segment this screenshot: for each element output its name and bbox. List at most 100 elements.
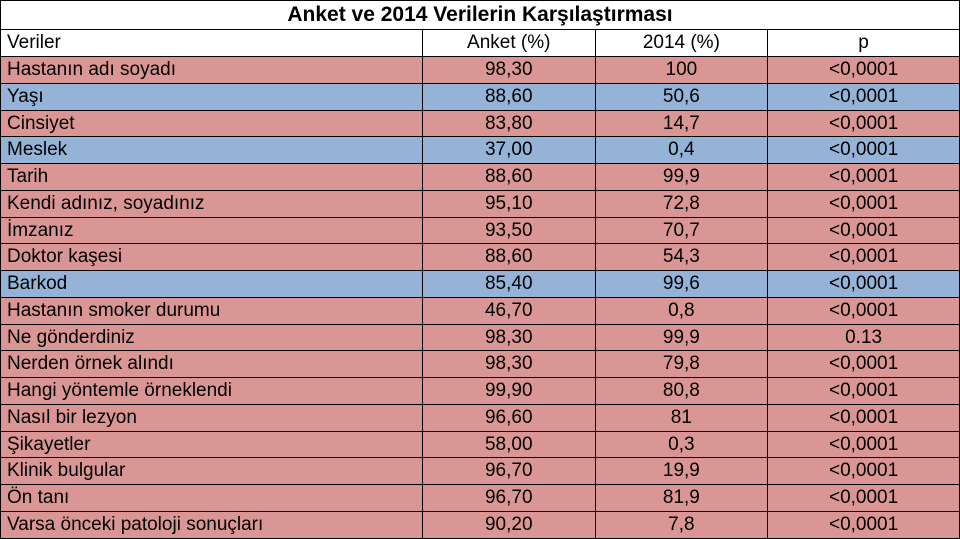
row-value: 90,20 (422, 511, 595, 538)
row-value: 98,30 (422, 351, 595, 378)
col-header-2014: 2014 (%) (595, 30, 768, 57)
table-row: Nasıl bir lezyon96,6081<0,0001 (1, 404, 960, 431)
row-value: <0,0001 (768, 431, 960, 458)
row-value: 88,60 (422, 83, 595, 110)
title-row: Anket ve 2014 Verilerin Karşılaştırması (1, 1, 960, 30)
row-value: <0,0001 (768, 244, 960, 271)
row-value: 37,00 (422, 137, 595, 164)
row-value: 99,9 (595, 164, 768, 191)
row-value: 58,00 (422, 431, 595, 458)
row-value: 81,9 (595, 485, 768, 512)
row-label: Cinsiyet (1, 110, 423, 137)
row-value: <0,0001 (768, 57, 960, 84)
comparison-table: Anket ve 2014 Verilerin Karşılaştırması … (0, 0, 960, 539)
row-label: Meslek (1, 137, 423, 164)
row-value: 0,8 (595, 297, 768, 324)
row-value: 80,8 (595, 378, 768, 405)
row-value: <0,0001 (768, 458, 960, 485)
row-value: 96,70 (422, 458, 595, 485)
row-value: <0,0001 (768, 137, 960, 164)
table-row: Barkod85,4099,6<0,0001 (1, 271, 960, 298)
row-value: 50,6 (595, 83, 768, 110)
row-value: 95,10 (422, 190, 595, 217)
row-label: Şikayetler (1, 431, 423, 458)
row-value: 19,9 (595, 458, 768, 485)
row-value: 88,60 (422, 164, 595, 191)
col-header-p: p (768, 30, 960, 57)
table-row: Ön tanı96,7081,9<0,0001 (1, 485, 960, 512)
row-value: <0,0001 (768, 164, 960, 191)
row-value: 0,3 (595, 431, 768, 458)
table-row: Tarih88,6099,9<0,0001 (1, 164, 960, 191)
table-row: Doktor kaşesi88,6054,3<0,0001 (1, 244, 960, 271)
row-label: İmzanız (1, 217, 423, 244)
row-value: 70,7 (595, 217, 768, 244)
table-row: Nerden örnek alındı98,3079,8<0,0001 (1, 351, 960, 378)
row-value: 83,80 (422, 110, 595, 137)
table-row: Yaşı88,6050,6<0,0001 (1, 83, 960, 110)
col-header-anket: Anket (%) (422, 30, 595, 57)
table-row: Hastanın adı soyadı98,30100<0,0001 (1, 57, 960, 84)
row-value: <0,0001 (768, 378, 960, 405)
row-value: <0,0001 (768, 110, 960, 137)
row-label: Hangi yöntemle örneklendi (1, 378, 423, 405)
row-value: 100 (595, 57, 768, 84)
row-value: 72,8 (595, 190, 768, 217)
row-value: 14,7 (595, 110, 768, 137)
row-label: Barkod (1, 271, 423, 298)
row-value: 54,3 (595, 244, 768, 271)
row-label: Ön tanı (1, 485, 423, 512)
table-row: Varsa önceki patoloji sonuçları90,207,8<… (1, 511, 960, 538)
row-label: Kendi adınız, soyadınız (1, 190, 423, 217)
table-row: Ne gönderdiniz98,3099,90.13 (1, 324, 960, 351)
table-row: Klinik bulgular96,7019,9<0,0001 (1, 458, 960, 485)
row-value: <0,0001 (768, 404, 960, 431)
table-row: Hangi yöntemle örneklendi99,9080,8<0,000… (1, 378, 960, 405)
row-label: Nerden örnek alındı (1, 351, 423, 378)
row-value: 99,90 (422, 378, 595, 405)
row-value: <0,0001 (768, 271, 960, 298)
row-value: 0,4 (595, 137, 768, 164)
table-row: Kendi adınız, soyadınız95,1072,8<0,0001 (1, 190, 960, 217)
row-value: 7,8 (595, 511, 768, 538)
row-value: 46,70 (422, 297, 595, 324)
row-value: 81 (595, 404, 768, 431)
row-value: 88,60 (422, 244, 595, 271)
header-row: Veriler Anket (%) 2014 (%) p (1, 30, 960, 57)
row-value: 98,30 (422, 324, 595, 351)
row-value: <0,0001 (768, 485, 960, 512)
row-value: 85,40 (422, 271, 595, 298)
row-label: Hastanın smoker durumu (1, 297, 423, 324)
row-value: 98,30 (422, 57, 595, 84)
row-value: 99,6 (595, 271, 768, 298)
row-value: <0,0001 (768, 511, 960, 538)
row-value: <0,0001 (768, 297, 960, 324)
row-value: 96,60 (422, 404, 595, 431)
col-header-veriler: Veriler (1, 30, 423, 57)
row-label: Varsa önceki patoloji sonuçları (1, 511, 423, 538)
table-row: Hastanın smoker durumu46,700,8<0,0001 (1, 297, 960, 324)
row-label: Hastanın adı soyadı (1, 57, 423, 84)
row-label: Klinik bulgular (1, 458, 423, 485)
row-label: Yaşı (1, 83, 423, 110)
table-body: Anket ve 2014 Verilerin Karşılaştırması … (1, 1, 960, 539)
row-label: Ne gönderdiniz (1, 324, 423, 351)
row-label: Tarih (1, 164, 423, 191)
row-value: <0,0001 (768, 83, 960, 110)
row-label: Nasıl bir lezyon (1, 404, 423, 431)
table-row: Şikayetler58,000,3<0,0001 (1, 431, 960, 458)
row-value: 99,9 (595, 324, 768, 351)
table-title: Anket ve 2014 Verilerin Karşılaştırması (1, 1, 960, 30)
table-row: Meslek37,000,4<0,0001 (1, 137, 960, 164)
table-row: İmzanız93,5070,7<0,0001 (1, 217, 960, 244)
row-value: 96,70 (422, 485, 595, 512)
row-value: 0.13 (768, 324, 960, 351)
row-value: 79,8 (595, 351, 768, 378)
row-value: <0,0001 (768, 351, 960, 378)
row-value: 93,50 (422, 217, 595, 244)
table-row: Cinsiyet83,8014,7<0,0001 (1, 110, 960, 137)
row-label: Doktor kaşesi (1, 244, 423, 271)
row-value: <0,0001 (768, 190, 960, 217)
comparison-table-container: Anket ve 2014 Verilerin Karşılaştırması … (0, 0, 960, 539)
row-value: <0,0001 (768, 217, 960, 244)
